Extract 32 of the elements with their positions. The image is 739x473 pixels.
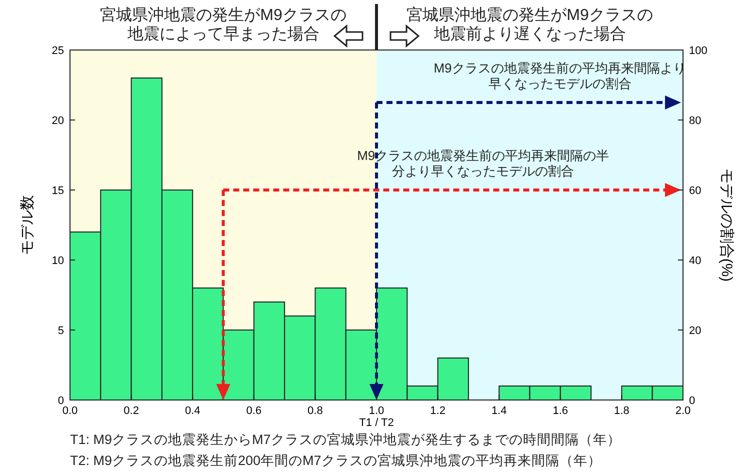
text: T2: M9クラスの地震発生前200年間のM7クラスの宮城県沖地震の平均再来間隔（年） (70, 453, 602, 468)
x-tick-label: 1.8 (614, 405, 630, 417)
text: T1: M9クラスの地震発生からM7クラスの宮城県沖地震が発生するまでの時間間隔（年） (70, 432, 621, 447)
y2-tick-label: 100 (689, 45, 708, 57)
x-tick-label: 1.6 (552, 405, 568, 417)
x-tick-label: 0.2 (124, 405, 139, 417)
x-tick-label: 0.8 (308, 405, 323, 417)
x-tick-label: 0.0 (62, 405, 78, 417)
y-tick-label: 15 (52, 185, 64, 197)
y2-tick-label: 40 (689, 255, 702, 267)
ref-line-label: M9クラスの地震発生前の平均再来間隔より早くなったモデルの割合 (434, 60, 686, 92)
y-tick-label: 0 (58, 395, 64, 407)
x-axis-title: T1 / T2 (359, 417, 394, 429)
y2-tick-label: 0 (689, 395, 696, 407)
x-tick-label: 0.6 (246, 405, 262, 417)
x-tick-label: 2.0 (675, 405, 691, 417)
band-label: 宮城県沖地震の発生がM9クラスの地震前より遅くなった場合 (406, 6, 653, 44)
y-tick-label: 20 (52, 115, 64, 127)
x-tick-label: 1.4 (491, 405, 507, 417)
y-tick-label: 5 (58, 325, 64, 337)
ref-line-label: M9クラスの地震発生前の平均再来間隔の半分より早くなったモデルの割合 (357, 148, 610, 179)
y2-axis-title: モデルの割合(%) (718, 168, 735, 282)
y2-tick-label: 20 (689, 325, 702, 337)
y-tick-label: 10 (52, 255, 64, 267)
y-tick-label: 25 (52, 45, 64, 57)
x-tick-label: 1.0 (368, 405, 384, 417)
x-tick-label: 0.4 (184, 405, 200, 417)
y2-tick-label: 60 (689, 185, 702, 197)
x-tick-label: 1.2 (430, 405, 446, 417)
band-label: 宮城県沖地震の発生がM9クラスの地震によって早まった場合 (100, 6, 346, 44)
y-axis-title: モデル数 (19, 195, 36, 255)
y2-tick-label: 80 (689, 115, 702, 127)
